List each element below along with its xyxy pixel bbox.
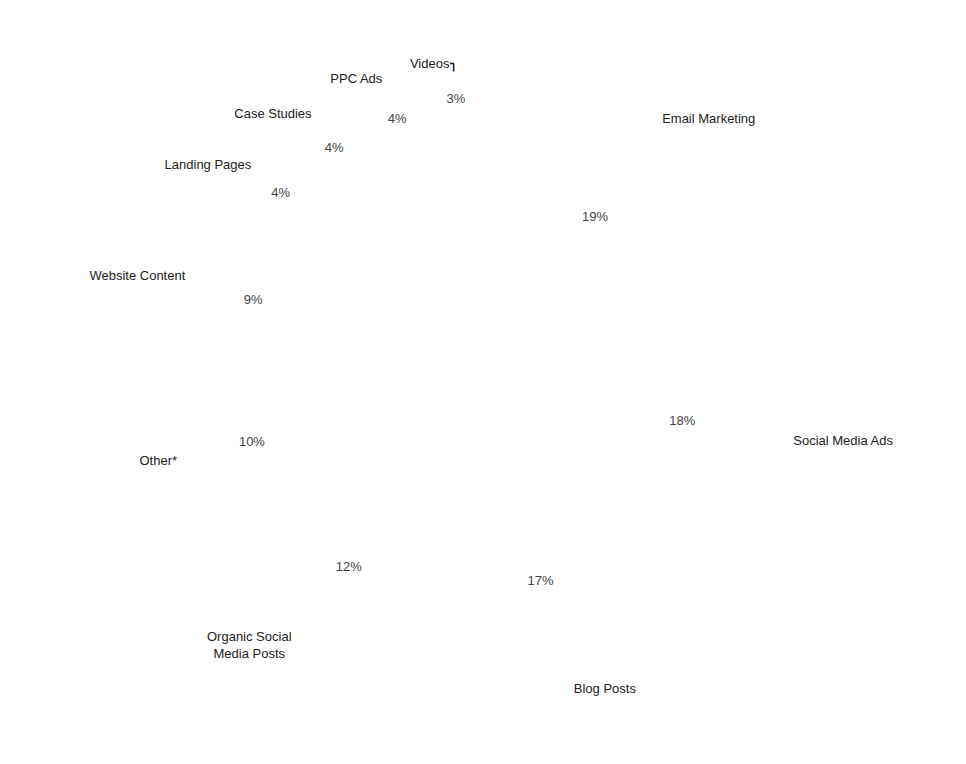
svg-text:Videos: Videos — [410, 56, 450, 71]
svg-text:Website Content: Website Content — [89, 268, 185, 283]
svg-text:12%: 12% — [336, 559, 362, 574]
svg-text:Social Media Ads: Social Media Ads — [793, 433, 893, 448]
svg-text:Other*: Other* — [139, 453, 177, 468]
svg-text:9%: 9% — [244, 292, 263, 307]
svg-text:10%: 10% — [239, 434, 265, 449]
svg-text:Case Studies: Case Studies — [234, 106, 312, 121]
svg-text:Organic SocialMedia Posts: Organic SocialMedia Posts — [207, 629, 292, 661]
svg-text:PPC Ads: PPC Ads — [330, 71, 383, 86]
svg-text:4%: 4% — [388, 111, 407, 126]
svg-text:4%: 4% — [271, 185, 290, 200]
svg-text:18%: 18% — [669, 413, 695, 428]
svg-text:17%: 17% — [527, 573, 553, 588]
svg-text:Blog Posts: Blog Posts — [574, 681, 637, 696]
svg-text:19%: 19% — [582, 209, 608, 224]
svg-text:3%: 3% — [447, 91, 466, 106]
svg-text:4%: 4% — [325, 140, 344, 155]
svg-text:Email Marketing: Email Marketing — [662, 111, 755, 126]
svg-text:Landing Pages: Landing Pages — [165, 157, 252, 172]
